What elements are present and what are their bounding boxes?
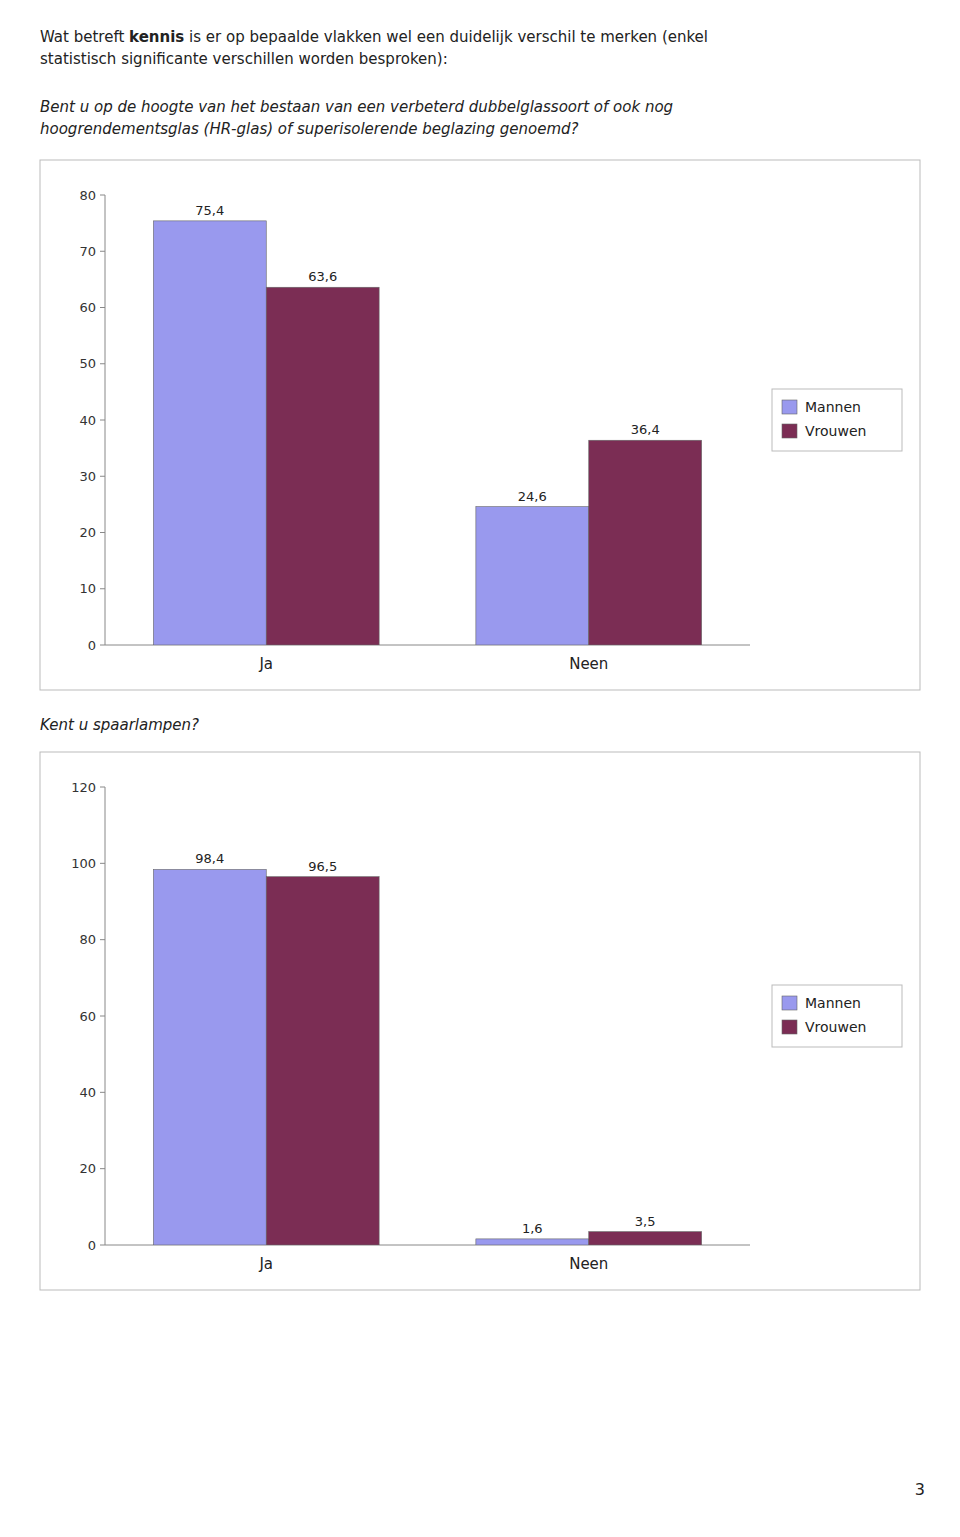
x-tick-label: Ja [258,1255,273,1273]
data-labels: 75,4 63,6 24,6 36,4 [195,203,659,504]
chart-title: Bent u op de hoogte van het bestaan van … [40,98,673,116]
chart-box [40,160,920,690]
y-tick [100,863,105,864]
bar [589,440,702,645]
page-number: 3 [915,1480,925,1499]
data-label: 24,6 [518,489,547,504]
y-tick-label: 100 [71,856,96,871]
y-tick-label: 0 [88,638,96,653]
y-tick [100,307,105,308]
y-tick [100,787,105,788]
bar [153,221,266,645]
y-tick-label: 120 [71,780,96,795]
legend: Mannen Vrouwen [772,985,902,1047]
legend-label: Mannen [805,995,861,1011]
bars [153,221,701,645]
legend-label: Mannen [805,399,861,415]
y-tick [100,1016,105,1017]
y-tick [100,1245,105,1246]
y-tick-label: 80 [79,188,96,203]
y-tick-label: 60 [79,1009,96,1024]
bars [153,869,701,1245]
bar [476,1239,589,1245]
y-tick [100,420,105,421]
page: Wat betreft kennis is er op bepaalde vla… [0,0,960,1537]
chart: 0 10 20 30 40 50 60 70 80 75,4 63,6 24,6 36,4 Ja Neen [79,188,750,674]
y-tick-label: 50 [79,356,96,371]
legend-swatch [782,400,797,414]
data-labels: 98,4 96,5 1,6 3,5 [195,851,655,1235]
y-tick-label: 60 [79,300,96,315]
bar [266,877,379,1245]
chart-subtitle: hoogrendementsglas (HR-glas) of superiso… [40,120,579,138]
data-label: 1,6 [522,1221,543,1236]
y-tick [100,939,105,940]
legend-label: Vrouwen [805,423,866,439]
bar [476,507,589,645]
y-tick [100,251,105,252]
heading-part: kennis [129,28,184,46]
y-tick [100,195,105,196]
heading-part: is er op bepaalde vlakken wel een duidel… [184,28,708,46]
bar [266,287,379,645]
y-tick-label: 10 [79,581,96,596]
y-tick [100,363,105,364]
legend: Mannen Vrouwen [772,389,902,451]
y-tick-label: 20 [79,525,96,540]
y-axis [105,787,106,1245]
legend-swatch [782,1020,797,1034]
data-label: 98,4 [195,851,224,866]
y-tick-label: 40 [79,413,96,428]
heading-line: statistisch significante verschillen wor… [40,50,448,68]
bar [589,1232,702,1245]
x-tick-label: Ja [258,655,273,673]
chart: 0 20 40 60 80 100 120 98,4 96,5 1,6 3,5 Ja Neen [71,780,750,1274]
chart-title: Kent u spaarlampen? [40,716,199,734]
heading-line: Wat betreft kennis is er op bepaalde vla… [40,28,708,46]
y-axis [105,195,106,645]
legend-frame [772,389,902,451]
x-tick-label: Neen [569,655,608,673]
y-tick-label: 30 [79,469,96,484]
y-tick [100,645,105,646]
y-tick-label: 70 [79,244,96,259]
y-tick [100,1092,105,1093]
chart-box [40,752,920,1290]
data-label: 3,5 [635,1214,656,1229]
y-tick-label: 40 [79,1085,96,1100]
legend-swatch [782,996,797,1010]
data-label: 75,4 [195,203,224,218]
bar [153,869,266,1245]
y-tick-label: 80 [79,932,96,947]
y-tick [100,476,105,477]
data-label: 63,6 [308,269,337,284]
y-tick-label: 0 [88,1238,96,1253]
x-tick-label: Neen [569,1255,608,1273]
y-tick [100,588,105,589]
heading-part: Wat betreft [40,28,129,46]
y-tick-label: 20 [79,1161,96,1176]
y-tick [100,532,105,533]
legend-frame [772,985,902,1047]
data-label: 36,4 [631,422,660,437]
legend-label: Vrouwen [805,1019,866,1035]
data-label: 96,5 [308,859,337,874]
y-tick [100,1168,105,1169]
legend-swatch [782,424,797,438]
